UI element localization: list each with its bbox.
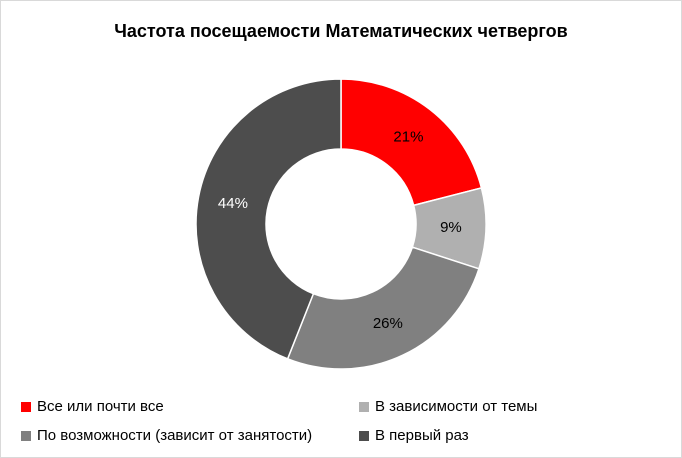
donut-slice [195,78,342,360]
donut-slice [286,246,480,370]
chart-title: Частота посещаемости Математических четв… [114,21,568,41]
donut-labels: 21% 9% 26% 44% [218,129,462,332]
data-label: 9% [440,219,462,236]
data-label: 26% [373,315,403,332]
data-label: 21% [393,129,423,146]
data-label: 44% [218,195,248,212]
donut-slices [195,78,487,370]
donut-slice [340,78,483,207]
